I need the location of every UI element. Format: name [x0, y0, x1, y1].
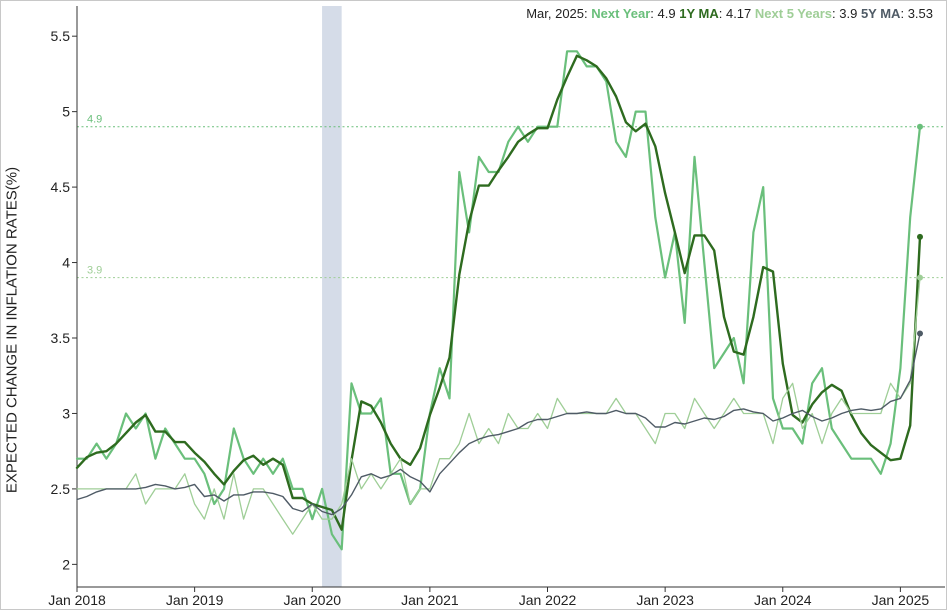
series-line-next-year [75, 50, 922, 551]
series-line-next-5-years [76, 276, 921, 535]
legend-value-5y-ma: 3.53 [907, 6, 933, 21]
y-tick-label: 4.5 [51, 179, 71, 195]
y-tick-label: 3 [62, 405, 70, 421]
legend-label-5y-ma: 5Y MA [860, 6, 901, 21]
reference-line-label: 3.9 [87, 265, 102, 277]
legend-label-1y-ma: 1Y MA [679, 6, 719, 21]
series-endpoint-next-year [917, 123, 923, 130]
x-tick-label: Jan 2019 [166, 592, 224, 608]
x-tick-label: Jan 2024 [754, 592, 812, 608]
series-line-5y-ma [76, 332, 921, 516]
y-tick-label: 4 [62, 255, 70, 271]
recession-band [322, 6, 342, 587]
legend-value-next-5-years: 3.9 [839, 6, 858, 21]
reference-line-label: 4.9 [87, 114, 102, 126]
legend-label-next-5-years: Next 5 Years [754, 6, 833, 21]
y-tick-label: 5 [62, 104, 70, 120]
series-line-1y-ma [75, 54, 922, 531]
reference-lines-layer: 4.9 3.9 [77, 114, 945, 279]
series-layer [75, 50, 922, 551]
y-axis-title: EXPECTED CHANGE IN INFLATION RATES(%) [3, 166, 21, 494]
series-endpoint-next-5-years [917, 274, 923, 281]
axes-layer: 2 2.5 3 3.5 4 4.5 5 5.5 Jan 2018 Jan 2019 Jan 2020… [48, 6, 945, 608]
x-tick-label: Jan 2025 [872, 592, 930, 608]
legend-value-1y-ma: 4.17 [725, 6, 752, 21]
x-tick-label: Jan 2020 [283, 592, 341, 608]
x-tick-label: Jan 2018 [48, 592, 106, 608]
y-tick-label: 3.5 [51, 330, 71, 346]
y-tick-label: 5.5 [51, 28, 71, 44]
y-tick-label: 2 [62, 556, 70, 572]
series-endpoint-5y-ma [917, 330, 923, 337]
endpoint-dots-layer [917, 123, 923, 337]
x-tick-label: Jan 2022 [519, 592, 577, 608]
legend-label-next-year: Next Year [591, 6, 651, 21]
header-date: Mar, 2025: [526, 6, 588, 21]
legend-value-next-year: 4.9 [657, 6, 676, 21]
recession-band-layer [322, 6, 342, 587]
series-endpoint-1y-ma [917, 233, 923, 240]
x-tick-label: Jan 2023 [636, 592, 694, 608]
x-tick-label: Jan 2021 [401, 592, 459, 608]
y-tick-label: 2.5 [51, 481, 71, 497]
legend-header: Mar, 2025: Next Year: 4.9 1Y MA: 4.17 Ne… [526, 6, 933, 21]
